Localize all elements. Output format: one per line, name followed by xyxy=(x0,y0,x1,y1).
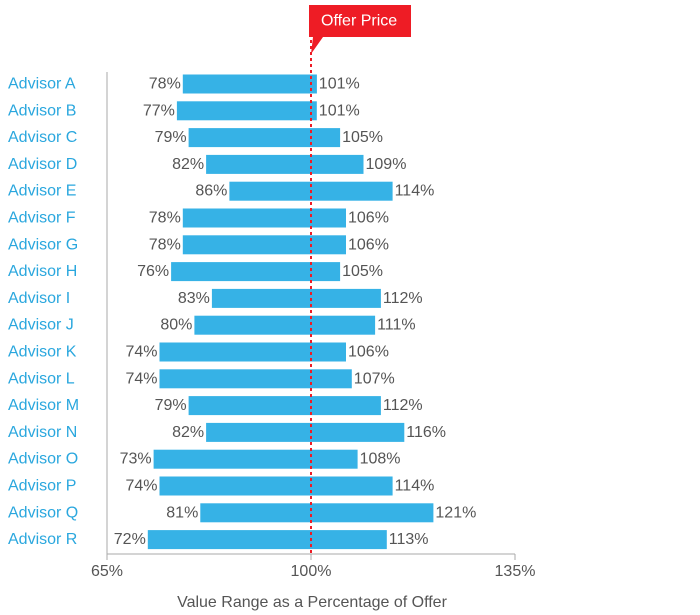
offer-price-label: Offer Price xyxy=(321,13,397,30)
category-label: Advisor Q xyxy=(8,504,78,521)
low-value-label: 78% xyxy=(149,236,181,253)
low-value-label: 77% xyxy=(143,102,175,119)
high-value-label: 113% xyxy=(389,531,429,548)
category-labels: Advisor A Advisor B Advisor C Advisor D Advi… xyxy=(8,76,79,549)
category-label: Advisor R xyxy=(8,531,77,548)
high-value-label: 105% xyxy=(342,129,383,146)
category-label: Advisor D xyxy=(8,156,77,173)
high-value-label: 114% xyxy=(395,183,435,200)
high-value-label: 114% xyxy=(395,478,435,495)
high-value-label: 106% xyxy=(348,344,389,361)
low-value-label: 86% xyxy=(195,183,227,200)
high-value-label: 107% xyxy=(354,370,395,387)
category-label: Advisor E xyxy=(8,183,76,200)
category-label: Advisor G xyxy=(8,236,78,253)
category-label: Advisor A xyxy=(8,76,76,93)
low-value-label: 78% xyxy=(149,210,181,227)
low-value-label: 83% xyxy=(178,290,210,307)
low-value-label: 80% xyxy=(160,317,192,334)
range-bar xyxy=(171,262,341,282)
low-value-label: 82% xyxy=(172,156,204,173)
range-bar xyxy=(182,235,346,255)
category-label: Advisor B xyxy=(8,102,76,119)
range-bar xyxy=(182,74,317,94)
high-value-label: 105% xyxy=(342,263,383,280)
bars-group xyxy=(147,74,434,550)
range-bar xyxy=(159,369,352,389)
range-bar xyxy=(194,315,376,335)
x-tick-label: 65% xyxy=(91,563,123,580)
range-bar xyxy=(176,101,317,121)
low-value-label: 79% xyxy=(155,129,187,146)
high-value-label: 108% xyxy=(360,451,401,468)
high-value-label: 112% xyxy=(383,290,423,307)
high-value-label: 121% xyxy=(435,504,476,521)
low-value-label: 79% xyxy=(155,397,187,414)
category-label: Advisor I xyxy=(8,290,70,307)
category-label: Advisor K xyxy=(8,344,77,361)
high-value-label: 106% xyxy=(348,210,389,227)
low-value-label: 78% xyxy=(149,76,181,93)
x-axis: 65% 100% 135% xyxy=(91,72,535,580)
range-bar xyxy=(206,422,405,442)
category-label: Advisor M xyxy=(8,397,79,414)
category-label: Advisor N xyxy=(8,424,77,441)
range-bar xyxy=(159,342,346,362)
x-axis-title: Value Range as a Percentage of Offer xyxy=(177,594,447,611)
high-value-label: 111% xyxy=(377,317,416,334)
low-value-label: 82% xyxy=(172,424,204,441)
low-value-label: 74% xyxy=(125,344,157,361)
category-label: Advisor H xyxy=(8,263,77,280)
offer-price-callout xyxy=(309,5,411,54)
category-label: Advisor P xyxy=(8,478,76,495)
low-value-label: 74% xyxy=(125,370,157,387)
offer-price-marker: Offer Price xyxy=(309,5,411,554)
high-value-label: 116% xyxy=(406,424,446,441)
range-bar xyxy=(147,530,387,550)
range-bar xyxy=(188,396,381,416)
high-value-label: 101% xyxy=(319,76,360,93)
low-value-label: 73% xyxy=(120,451,152,468)
category-label: Advisor O xyxy=(8,451,78,468)
range-bar xyxy=(200,503,434,523)
high-value-label: 112% xyxy=(383,397,423,414)
low-value-label: 72% xyxy=(114,531,146,548)
x-tick-label: 100% xyxy=(291,563,332,580)
high-value-label: 101% xyxy=(319,102,360,119)
range-bar xyxy=(211,288,381,308)
category-label: Advisor F xyxy=(8,210,76,227)
high-value-label: 109% xyxy=(366,156,407,173)
range-bar xyxy=(159,476,393,496)
range-bar xyxy=(188,128,341,148)
category-label: Advisor C xyxy=(8,129,77,146)
range-bar xyxy=(153,449,358,469)
range-bar xyxy=(182,208,346,228)
value-labels: 78% 101% 77% 101% 79% 105% 82% 109% 86% 114% 78% 10… xyxy=(114,76,477,549)
low-value-label: 76% xyxy=(137,263,169,280)
category-label: Advisor J xyxy=(8,317,74,334)
high-value-label: 106% xyxy=(348,236,389,253)
low-value-label: 81% xyxy=(166,504,198,521)
low-value-label: 74% xyxy=(125,478,157,495)
category-label: Advisor L xyxy=(8,370,75,387)
range-bar xyxy=(206,154,364,174)
x-tick-label: 135% xyxy=(495,563,536,580)
